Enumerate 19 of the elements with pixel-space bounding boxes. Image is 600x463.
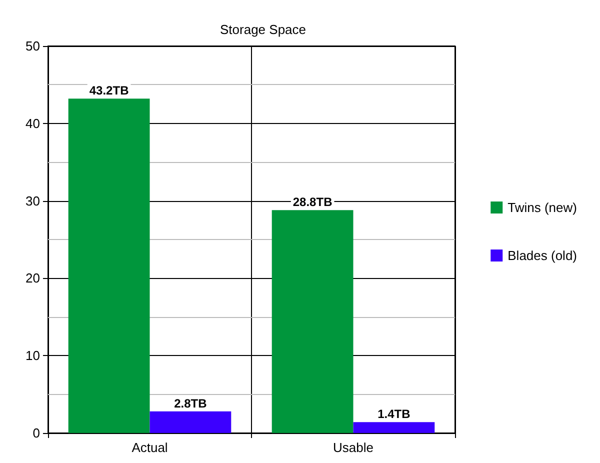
data-label: 28.8TB: [292, 195, 333, 210]
legend-label: Blades (old): [508, 248, 578, 263]
x-tick-label: Usable: [333, 440, 374, 455]
y-tick-label: 0: [32, 426, 40, 440]
bar: [353, 422, 435, 433]
bar: [272, 210, 354, 433]
y-tick-label: 50: [26, 38, 40, 54]
data-label: 1.4TB: [378, 407, 411, 422]
data-label: 43.2TB: [89, 84, 130, 98]
bar: [150, 411, 232, 433]
y-tick-label: 10: [26, 348, 40, 364]
bar: [68, 98, 150, 433]
y-tick-label: 20: [26, 270, 40, 286]
y-tick-label: 30: [26, 193, 40, 208]
y-tick-label: 40: [26, 116, 40, 131]
x-tick-label: Actual: [132, 440, 168, 455]
chart-title: Storage Space: [220, 22, 306, 37]
data-label: 2.8TB: [174, 396, 208, 410]
legend-label: Twins (new): [508, 200, 577, 215]
